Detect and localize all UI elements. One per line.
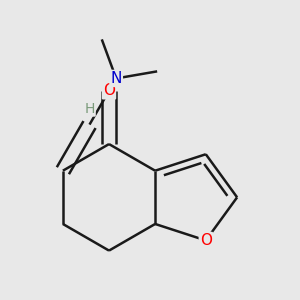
Text: O: O [103,83,115,98]
Text: N: N [110,71,122,86]
Text: H: H [84,102,95,116]
Text: O: O [200,233,212,248]
